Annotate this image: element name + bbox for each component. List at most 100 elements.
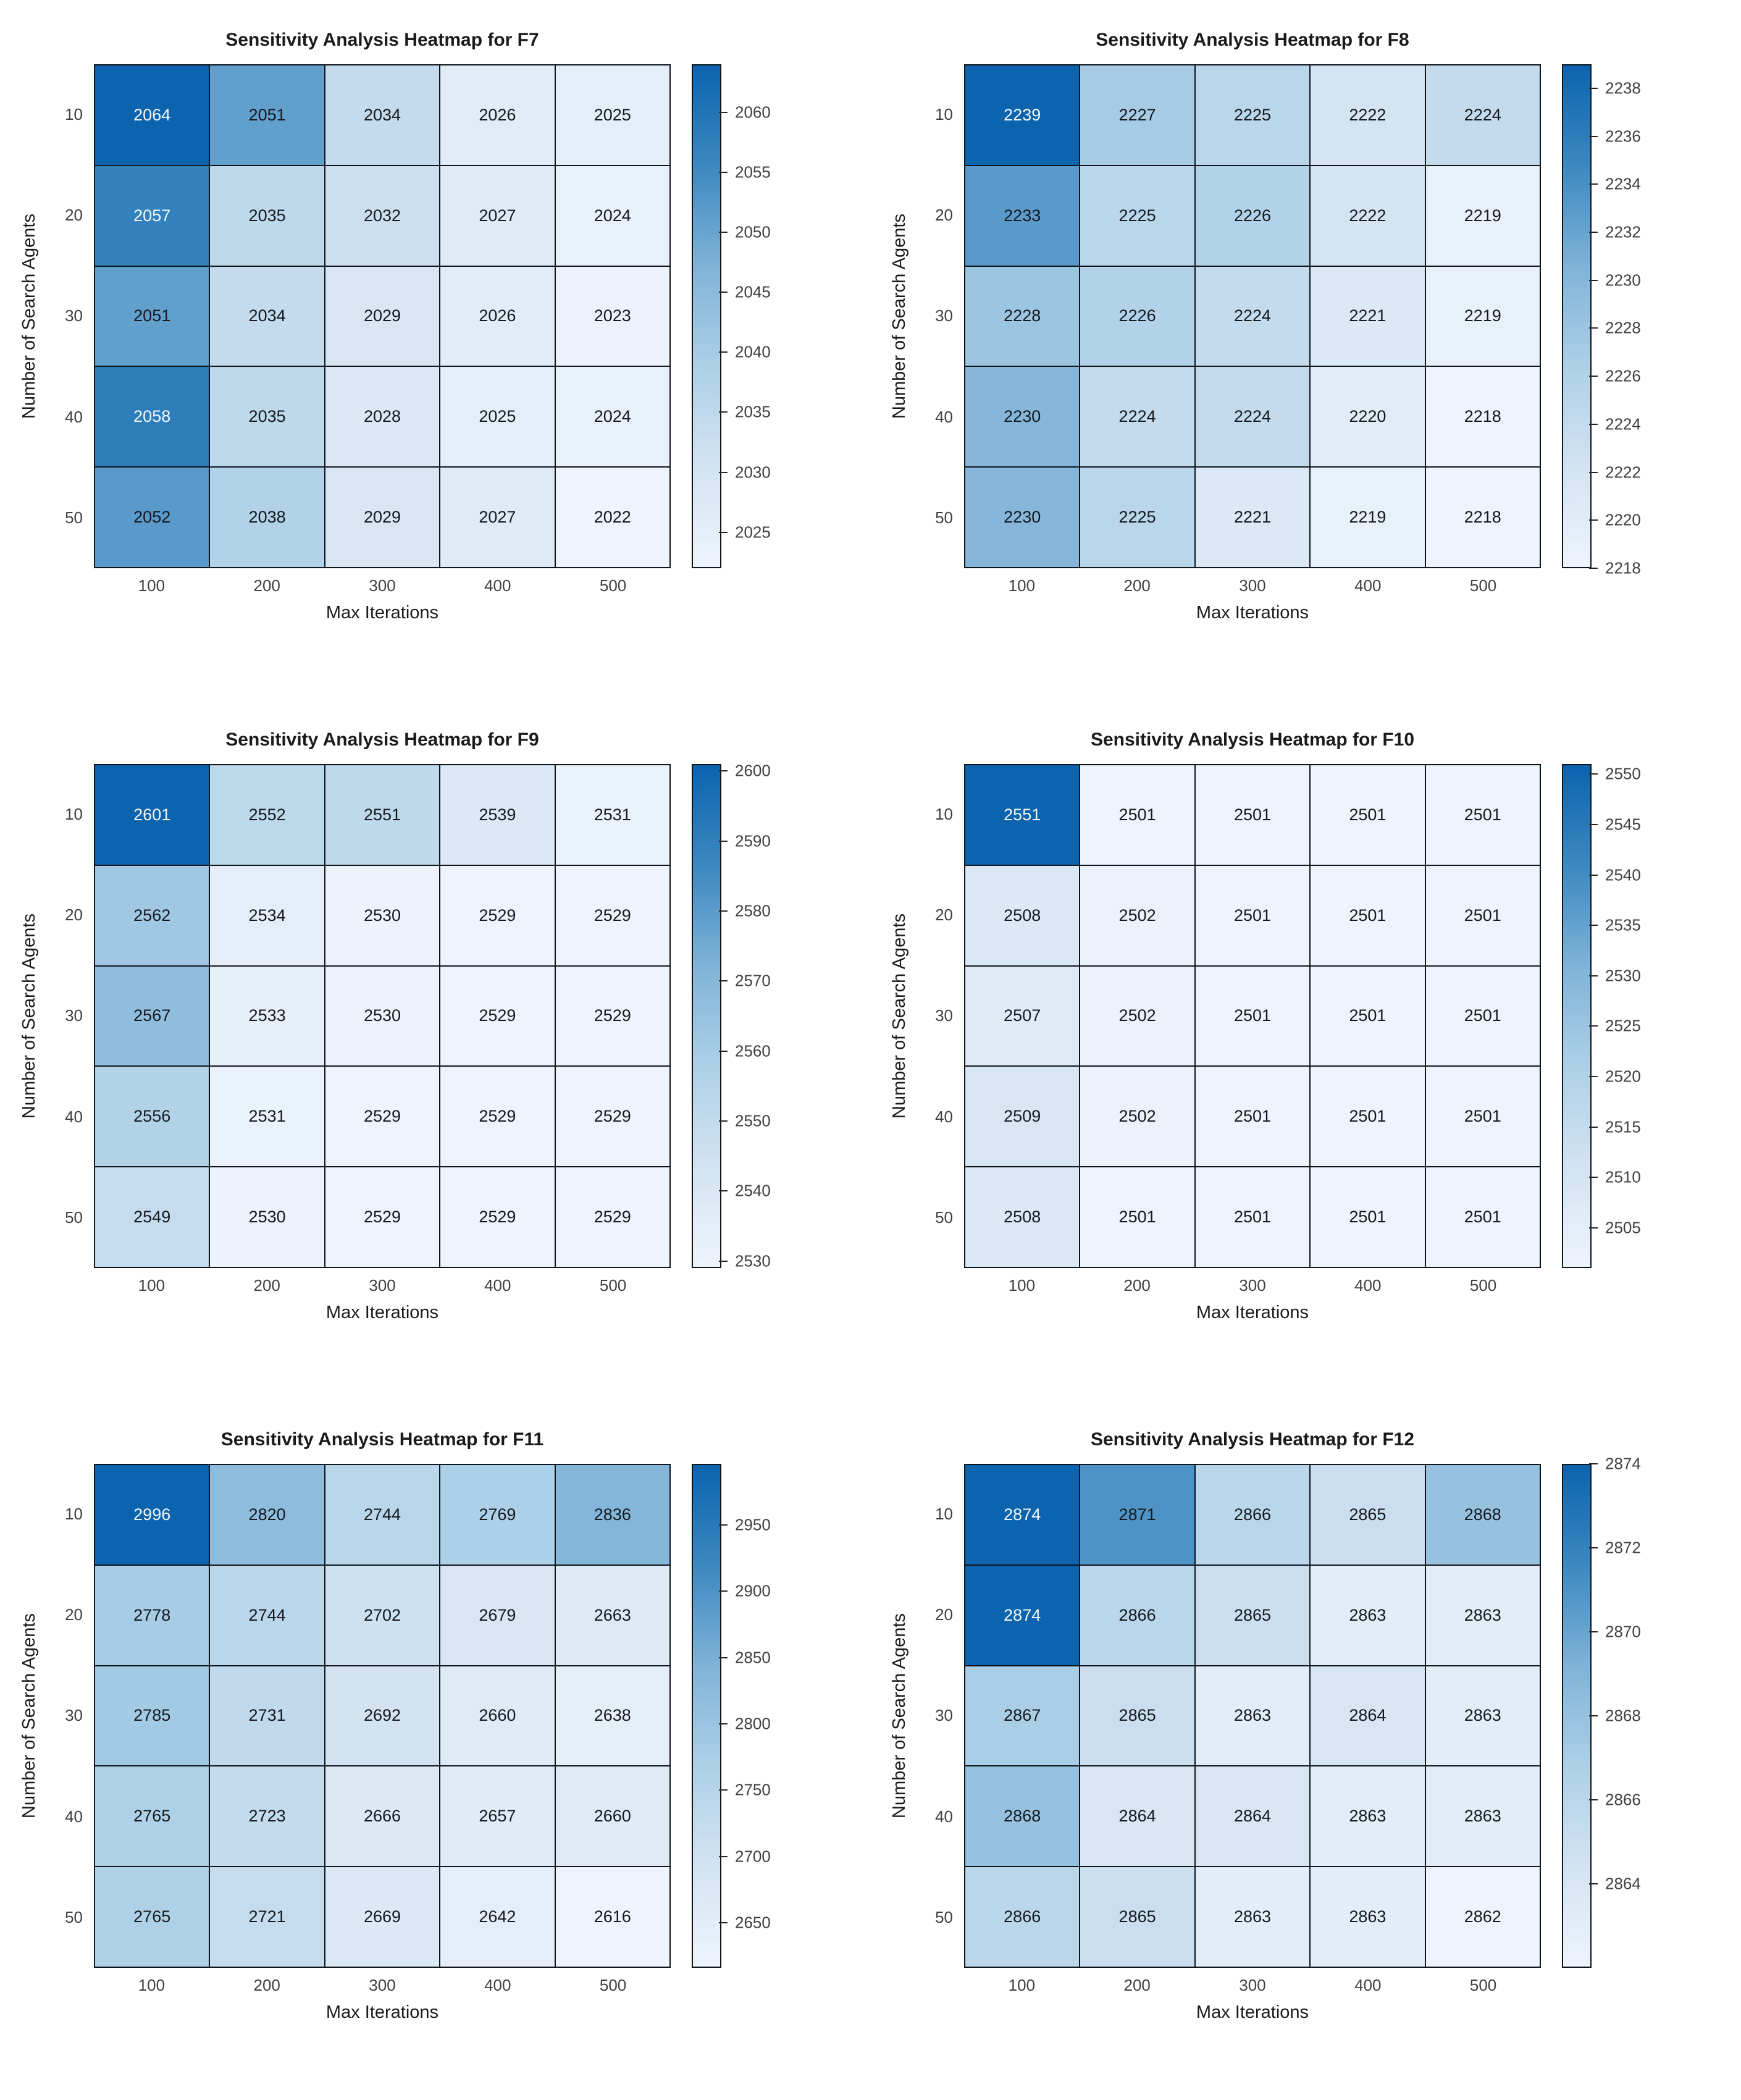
heatmap-cell: 2501 [1080, 1167, 1194, 1267]
colorbar-tick-label: 2570 [735, 971, 771, 990]
heatmap-cell: 2863 [1425, 1565, 1540, 1665]
heatmap-cell: 2865 [1311, 1465, 1425, 1564]
heatmap-cell: 2507 [965, 966, 1080, 1066]
heatmap-cell: 2868 [965, 1766, 1080, 1867]
x-tick-label: 500 [1469, 1975, 1497, 1994]
heatmap-cell: 2501 [1425, 865, 1540, 965]
heatmap-cell: 2874 [965, 1465, 1080, 1564]
heatmap-cell: 2871 [1080, 1465, 1194, 1564]
y-axis-label: Number of Search Agents [889, 913, 909, 1119]
heatmap-cell: 2867 [965, 1666, 1080, 1766]
heatmap-grid: 2996 2820 2744 2769 2836 2778 2744 2702 2679 2663… [94, 1464, 671, 1968]
colorbar [1562, 64, 1592, 568]
heatmap-grid: 2601 2552 2551 2539 2531 2562 2534 2530 2529 2529… [94, 764, 671, 1268]
heatmap-cell: 2501 [1425, 966, 1540, 1066]
colorbar [1562, 1464, 1592, 1968]
colorbar-tick [719, 351, 728, 353]
colorbar-tick-label: 2700 [735, 1847, 771, 1866]
heatmap-cell: 2508 [965, 1167, 1080, 1267]
heatmap-cell: 2224 [1425, 65, 1540, 165]
heatmap-cell: 2866 [1080, 1565, 1194, 1665]
colorbar-tick-label: 2560 [735, 1041, 771, 1060]
x-tick-label: 400 [1354, 576, 1382, 595]
colorbar-tick [1589, 1883, 1598, 1884]
x-tick-label: 300 [1239, 1275, 1266, 1295]
y-tick-label: 30 [935, 1006, 953, 1025]
heatmap-cell: 2218 [1425, 367, 1540, 467]
colorbar [692, 764, 721, 1268]
heatmap-panel-f11: Sensitivity Analysis Heatmap for F11 Num… [0, 1400, 870, 2100]
colorbar-tick-label: 2800 [735, 1714, 771, 1733]
x-tick-label: 200 [253, 1275, 280, 1295]
heatmap-cell: 2669 [325, 1867, 440, 1967]
colorbar-tick [1589, 1631, 1598, 1632]
heatmap-cell: 2029 [325, 468, 440, 567]
heatmap-cell: 2531 [210, 1067, 324, 1167]
heatmap-cell: 2616 [555, 1867, 669, 1967]
colorbar-tick [1589, 423, 1598, 425]
heatmap-cell: 2549 [95, 1167, 209, 1267]
colorbar-tick [1589, 1177, 1598, 1178]
colorbar-tick-label: 2236 [1605, 127, 1641, 146]
heatmap-cell: 2660 [440, 1666, 555, 1766]
heatmap-cell: 2679 [440, 1565, 555, 1665]
x-axis-label: Max Iterations [325, 603, 439, 623]
heatmap-cell: 2501 [1195, 1167, 1310, 1267]
heatmap-cell: 2866 [965, 1867, 1080, 1967]
x-tick-label: 200 [1123, 1975, 1151, 1994]
y-tick-label: 20 [935, 206, 953, 225]
heatmap-cell: 2533 [210, 966, 324, 1066]
x-tick-label: 500 [1469, 1275, 1497, 1295]
colorbar-tick [719, 1590, 728, 1592]
heatmap-cell: 2529 [325, 1167, 440, 1267]
heatmap-cell: 2501 [1195, 966, 1310, 1066]
colorbar-tick-label: 2238 [1605, 78, 1641, 98]
heatmap-cell: 2035 [210, 166, 324, 266]
colorbar-tick-label: 2230 [1605, 271, 1641, 290]
y-tick-label: 50 [935, 508, 953, 527]
heatmap-cell: 2501 [1195, 865, 1310, 965]
heatmap-cell: 2224 [1195, 367, 1310, 467]
heatmap-cell: 2225 [1080, 468, 1194, 567]
colorbar-tick-label: 2530 [1605, 966, 1641, 985]
heatmap-cell: 2666 [325, 1766, 440, 1867]
heatmap-cell: 2785 [95, 1666, 209, 1766]
heatmap-cell: 2024 [555, 166, 669, 266]
y-tick-label: 30 [65, 1706, 83, 1725]
x-tick-label: 500 [599, 576, 627, 595]
x-tick-label: 500 [1469, 576, 1497, 595]
y-tick-label: 20 [65, 905, 83, 925]
colorbar-tick [719, 1524, 728, 1526]
heatmap-cell: 2864 [1080, 1766, 1194, 1867]
colorbar-tick [719, 1922, 728, 1923]
colorbar [1562, 764, 1592, 1268]
heatmap-cell: 2501 [1311, 765, 1425, 865]
colorbar-tick-label: 2226 [1605, 366, 1641, 385]
y-tick-label: 20 [65, 206, 83, 225]
x-axis-label: Max Iterations [325, 1303, 439, 1322]
x-tick-label: 400 [1354, 1275, 1382, 1295]
colorbar-tick [719, 411, 728, 413]
heatmap-cell: 2744 [325, 1465, 440, 1564]
heatmap-cell: 2769 [440, 1465, 555, 1564]
colorbar-tick-label: 2535 [1605, 915, 1641, 934]
heatmap-cell: 2501 [1311, 865, 1425, 965]
colorbar-tick [1589, 1547, 1598, 1548]
colorbar-tick [1589, 87, 1598, 89]
y-tick-label: 40 [65, 1807, 83, 1826]
heatmap-cell: 2239 [965, 65, 1080, 165]
colorbar-tick [1589, 1025, 1598, 1027]
heatmap-cell: 2863 [1425, 1666, 1540, 1766]
heatmap-cell: 2836 [555, 1465, 669, 1564]
x-tick-label: 100 [1008, 576, 1036, 595]
colorbar-tick-label: 2870 [1605, 1622, 1641, 1641]
colorbar-tick [719, 171, 728, 173]
y-tick-label: 50 [65, 1907, 83, 1926]
y-axis-ticks: 10 20 30 40 50 [43, 64, 94, 568]
heatmap-cell: 2723 [210, 1766, 324, 1867]
heatmap-cell: 2863 [1311, 1867, 1425, 1967]
heatmap-cell: 2567 [95, 966, 209, 1066]
heatmap-cell: 2601 [95, 765, 209, 865]
x-tick-label: 300 [1239, 576, 1266, 595]
heatmap-cell: 2501 [1080, 765, 1194, 865]
